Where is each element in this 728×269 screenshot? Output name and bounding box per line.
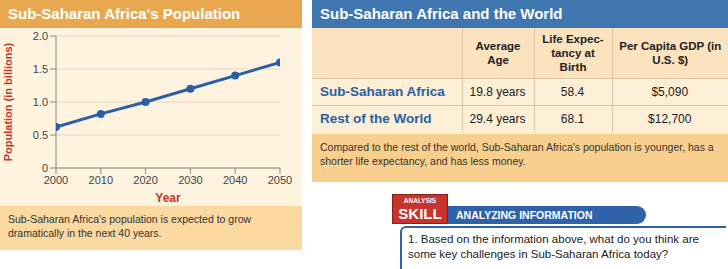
svg-text:0: 0 [42, 162, 48, 174]
html-text:Sub-Saharan Africa's populatio: Sub-Saharan Africa's population is expec… [8, 213, 252, 239]
html-text:Rest of the World: Rest of the World [320, 111, 432, 127]
html-text:Sub-Saharan Africa and the Wor: Sub-Saharan Africa and the World [320, 5, 563, 22]
svg-text:1.5: 1.5 [33, 63, 48, 75]
svg-text:2020: 2020 [133, 174, 157, 186]
svg-text:0.5: 0.5 [33, 129, 48, 141]
html-text:1. Based on the information ab: 1. Based on the information above, what … [408, 233, 699, 260]
svg-text:2000: 2000 [44, 174, 68, 186]
html-text:Per Capita GDP (in U.S. $): Per Capita GDP (in U.S. $) [619, 39, 722, 66]
svg-text:Population (in billions): Population (in billions) [8, 42, 14, 161]
svg-text:2.0: 2.0 [33, 30, 48, 42]
svg-text:2040: 2040 [223, 174, 247, 186]
html-text:$5,090: $5,090 [651, 84, 689, 99]
svg-text:Year: Year [155, 191, 181, 205]
svg-text:2050: 2050 [268, 174, 292, 186]
html-text:Sub-Saharan Africa: Sub-Saharan Africa [320, 84, 445, 99]
html-text:Average Age: Average Age [475, 39, 521, 66]
html-text:ANALYSIS: ANALYSIS [403, 197, 437, 204]
html-text:SKILL: SKILL [398, 205, 442, 222]
svg-text:2030: 2030 [178, 174, 202, 186]
svg-text:1.0: 1.0 [33, 96, 48, 108]
html-text:Sub-Saharan Africa's Populatio: Sub-Saharan Africa's Population [8, 5, 241, 22]
html-text:58.4: 58.4 [560, 84, 585, 99]
html-text:29.4 years: 29.4 years [469, 111, 526, 126]
html-text:ANALYZING INFORMATION: ANALYZING INFORMATION [456, 209, 593, 221]
svg-text:2010: 2010 [89, 174, 113, 186]
html-text:68.1: 68.1 [560, 111, 585, 126]
html-text:$12,700: $12,700 [648, 111, 692, 126]
html-text:Life Expec-tancy at Birth: Life Expec-tancy at Birth [542, 32, 604, 73]
html-text:19.8 years: 19.8 years [469, 84, 526, 99]
html-text:Compared to the rest of the wo: Compared to the rest of the world, Sub-S… [320, 141, 714, 167]
